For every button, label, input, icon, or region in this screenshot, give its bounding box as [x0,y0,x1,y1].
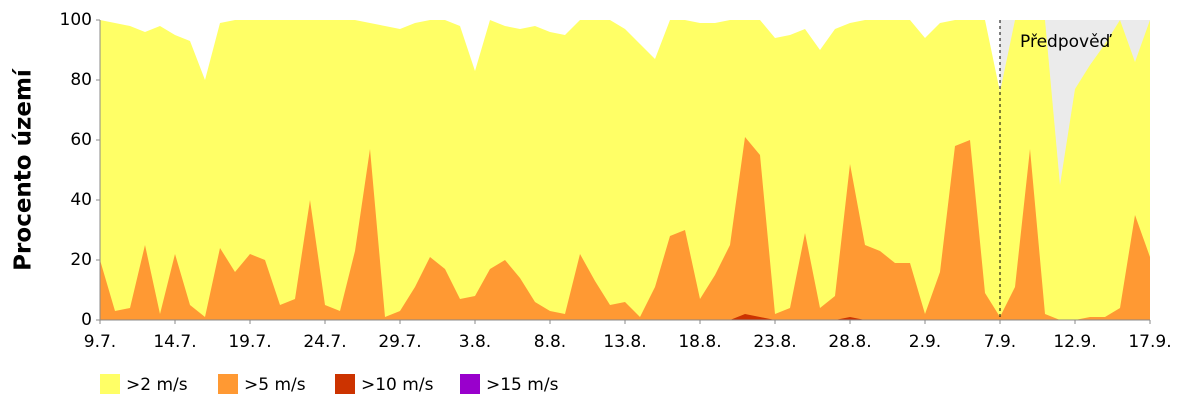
y-tick-label: 20 [70,250,92,270]
legend-swatch [100,374,120,394]
legend-label: >2 m/s [126,375,188,395]
x-tick-label: 3.8. [459,332,491,352]
x-tick-label: 9.7. [84,332,116,352]
y-tick-label: 40 [70,190,92,210]
legend-swatch [460,374,480,394]
x-tick-label: 2.9. [909,332,941,352]
x-tick-label: 17.9. [1128,332,1171,352]
x-tick-label: 7.9. [984,332,1016,352]
legend-label: >5 m/s [244,375,306,395]
x-tick-label: 29.7. [378,332,421,352]
y-tick-label: 80 [70,70,92,90]
legend-swatch [218,374,238,394]
x-tick-label: 24.7. [303,332,346,352]
legend-swatch [335,374,355,394]
legend-label: >10 m/s [361,375,434,395]
y-tick-label: 100 [60,10,92,30]
x-tick-label: 13.8. [603,332,646,352]
area [100,137,1150,320]
x-tick-label: 14.7. [153,332,196,352]
y-axis-label: Procento území [11,68,37,271]
y-tick-label: 0 [81,310,92,330]
legend-label: >15 m/s [486,375,559,395]
forecast-label: Předpověď [1020,32,1113,52]
x-tick-label: 19.7. [228,332,271,352]
x-tick-label: 23.8. [753,332,796,352]
y-tick-label: 60 [70,130,92,150]
x-tick-label: 28.8. [828,332,871,352]
x-tick-label: 8.8. [534,332,566,352]
x-tick-label: 18.8. [678,332,721,352]
x-tick-label: 12.9. [1053,332,1096,352]
